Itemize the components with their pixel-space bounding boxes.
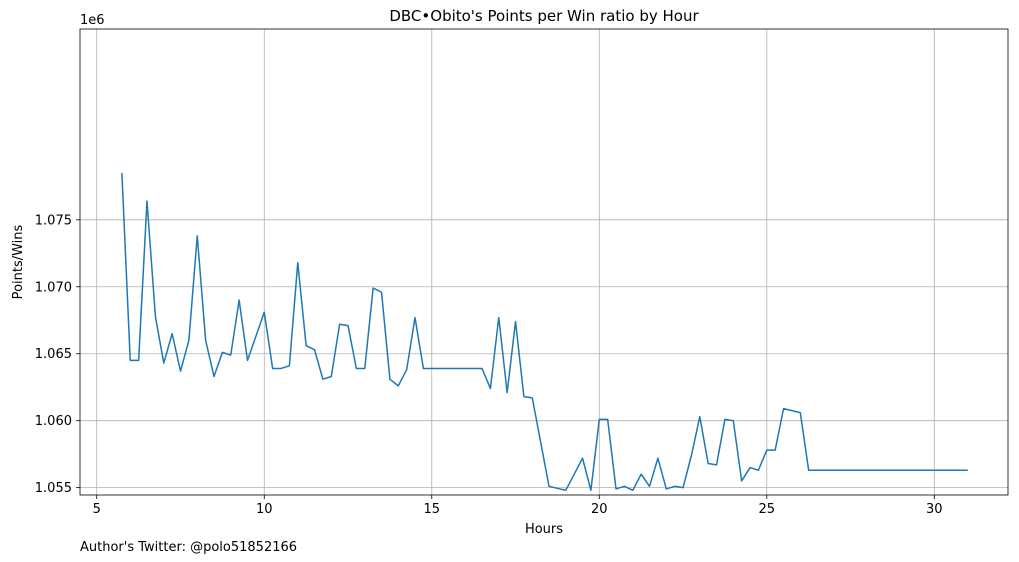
x-tick-label: 15	[423, 502, 440, 517]
axes-frame	[79, 28, 1009, 496]
series-line	[121, 172, 968, 492]
y-tick-label: 1.065	[35, 347, 72, 362]
x-tick-label: 30	[926, 502, 943, 517]
x-tick-label: 5	[93, 502, 101, 517]
y-axis-offset-label: 1e6	[80, 13, 105, 28]
y-tick-label: 1.055	[35, 481, 72, 496]
y-tick-label: 1.075	[35, 213, 72, 228]
chart-title: DBC•Obito's Points per Win ratio by Hour	[389, 7, 699, 25]
x-tick-label: 25	[759, 502, 776, 517]
x-tick-label: 10	[256, 502, 273, 517]
y-axis-label: Points/Wins	[11, 224, 26, 299]
ticks: 5 10 15 20 25 30 1.055 1.060 1.065 1.070 1.075	[35, 213, 943, 517]
y-tick-label: 1.070	[35, 280, 72, 295]
author-credit: Author's Twitter: @polo51852166	[80, 540, 297, 555]
x-tick-label: 20	[591, 502, 608, 517]
y-tick-label: 1.060	[35, 414, 72, 429]
series-layer	[121, 172, 968, 492]
grid	[80, 29, 1008, 495]
x-axis-label: Hours	[525, 522, 563, 537]
